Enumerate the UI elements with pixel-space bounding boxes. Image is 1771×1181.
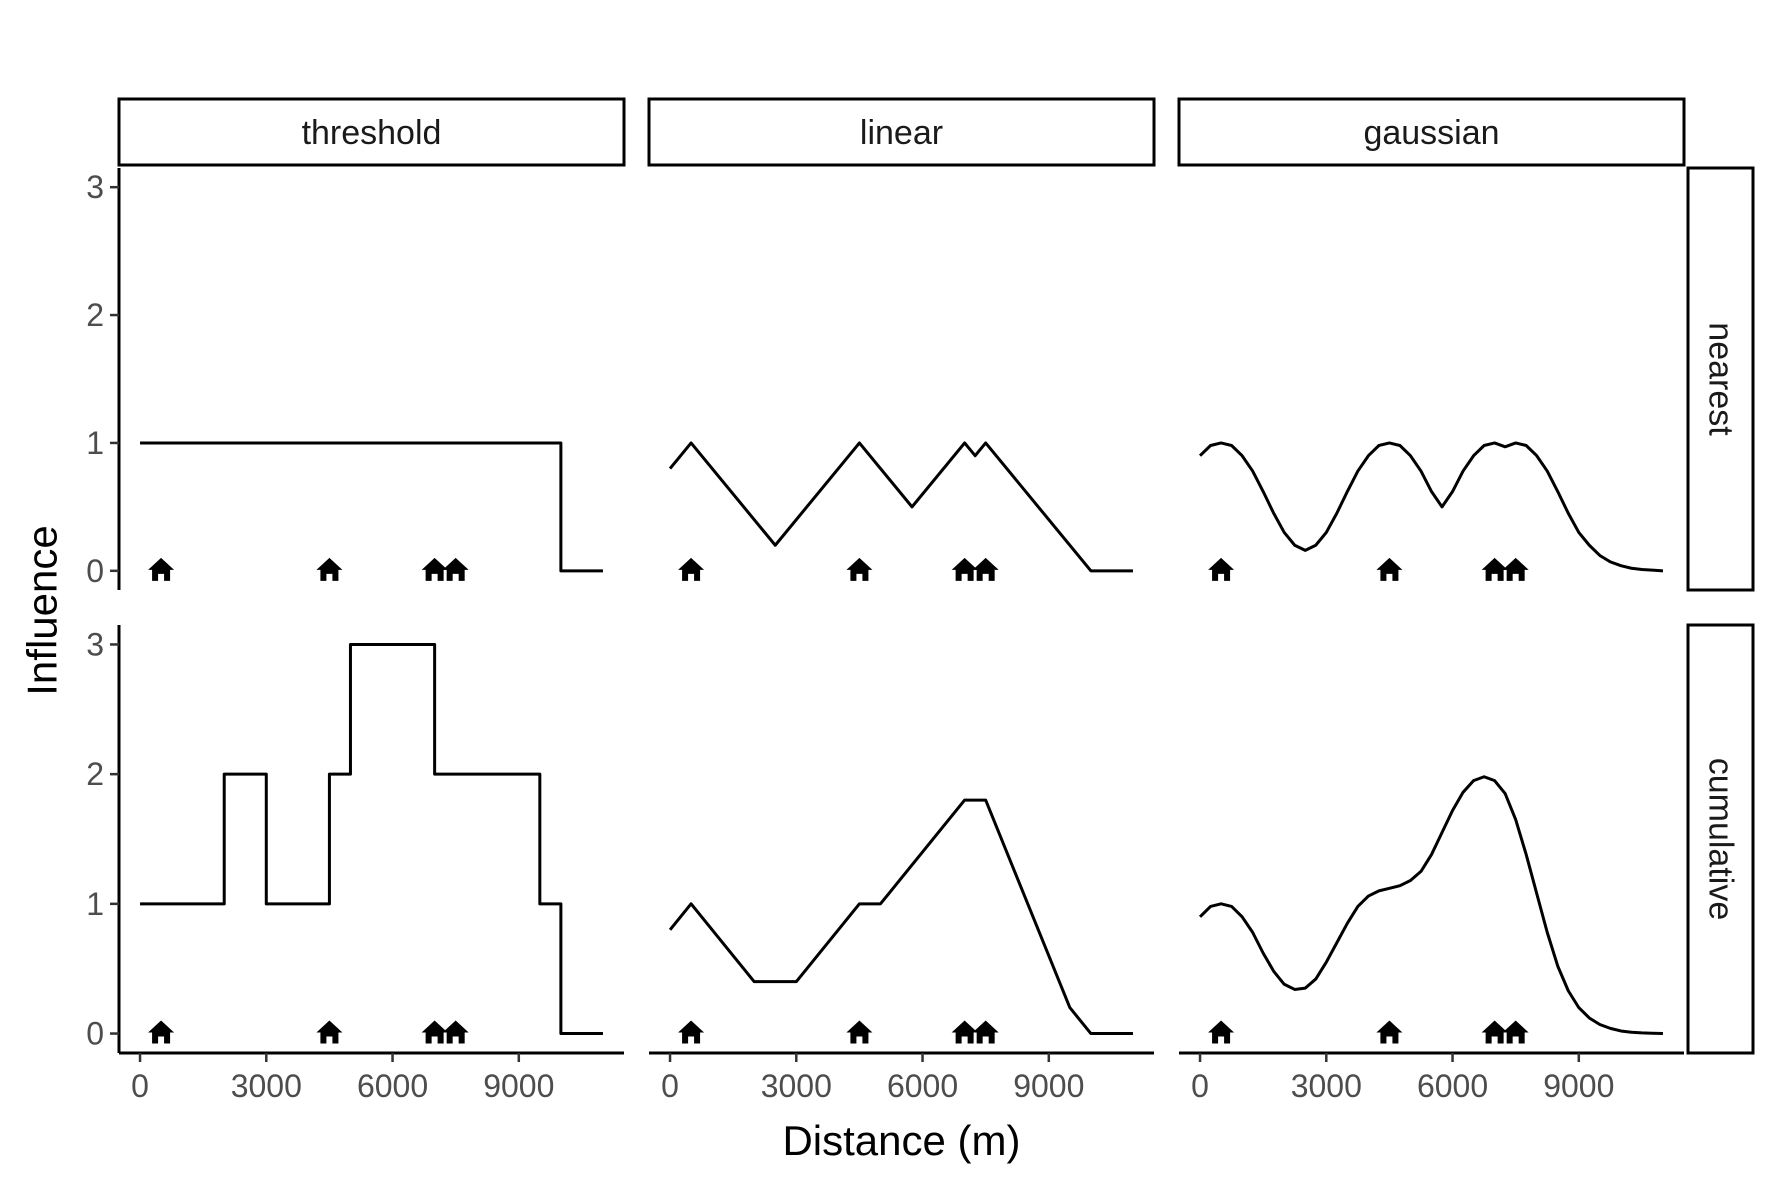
house-icon-shape	[148, 557, 175, 581]
house-icon	[951, 1020, 978, 1044]
house-icon-shape	[316, 557, 343, 581]
x-tick-label: 6000	[1417, 1068, 1488, 1104]
column-strip-label: threshold	[302, 114, 442, 152]
house-icon-shape	[846, 1020, 873, 1044]
x-tick-label: 0	[661, 1068, 679, 1104]
house-icon	[442, 1020, 469, 1044]
column-strip-threshold	[117, 97, 626, 167]
house-icon	[1481, 557, 1508, 581]
house-icon	[678, 557, 705, 581]
house-icon-shape	[678, 1020, 705, 1044]
series-line-linear-cumulative	[668, 798, 1133, 1036]
row-strip-cumulative	[1686, 623, 1755, 1055]
house-icon	[1502, 557, 1529, 581]
house-icon-shape	[442, 1020, 469, 1044]
house-icon	[846, 557, 873, 581]
house-icon	[678, 1020, 705, 1044]
y-tick-label: 1	[86, 886, 104, 922]
house-icon	[1376, 557, 1403, 581]
house-icon-shape	[1481, 557, 1508, 581]
house-icon-shape	[421, 1020, 448, 1044]
house-icon	[316, 557, 343, 581]
house-icon	[442, 557, 469, 581]
house-icon-shape	[442, 557, 469, 581]
series-line-gaussian-nearest	[1198, 441, 1664, 573]
series-line-gaussian-cumulative	[1198, 775, 1663, 1036]
house-icon	[148, 557, 175, 581]
series-line-threshold-nearest	[140, 441, 603, 573]
house-icon-shape	[1502, 557, 1529, 581]
house-icon-shape	[951, 557, 978, 581]
series-line-linear-nearest	[668, 441, 1133, 573]
series-line-threshold-cumulative	[140, 642, 603, 1036]
house-icon	[148, 1020, 175, 1044]
y-tick-label: 0	[86, 553, 104, 589]
y-tick-label: 3	[86, 626, 104, 662]
house-icon	[1502, 1020, 1529, 1044]
house-icon	[1376, 1020, 1403, 1044]
column-strip-linear	[647, 97, 1156, 167]
house-icon	[846, 1020, 873, 1044]
house-icon-shape	[1208, 1020, 1235, 1044]
house-icon	[1481, 1020, 1508, 1044]
house-icon-shape	[1502, 1020, 1529, 1044]
plot-layer: threshold linear gaussian nearest cumulative…	[86, 97, 1755, 1104]
y-tick-label: 0	[86, 1016, 104, 1052]
house-icon-shape	[421, 557, 448, 581]
house-icon-shape	[1376, 557, 1403, 581]
row-strip-nearest	[1686, 166, 1755, 592]
house-icon-shape	[148, 1020, 175, 1044]
house-icon-shape	[972, 557, 999, 581]
house-icon	[951, 557, 978, 581]
x-tick-label: 0	[1191, 1068, 1209, 1104]
house-icon-shape	[1376, 1020, 1403, 1044]
house-icon-shape	[1481, 1020, 1508, 1044]
x-tick-label: 3000	[1291, 1068, 1362, 1104]
column-strip-label: gaussian	[1363, 114, 1499, 152]
house-icon-shape	[846, 557, 873, 581]
house-icon-shape	[678, 557, 705, 581]
y-tick-label: 3	[86, 169, 104, 205]
house-icon-shape	[951, 1020, 978, 1044]
column-strip-gaussian	[1177, 97, 1686, 167]
row-strip-label: cumulative	[1702, 758, 1740, 921]
house-icon	[972, 1020, 999, 1044]
x-tick-label: 0	[131, 1068, 149, 1104]
house-icon	[421, 557, 448, 581]
y-axis-title: Influence	[19, 525, 66, 695]
y-tick-label: 2	[86, 756, 104, 792]
x-tick-label: 9000	[1013, 1068, 1084, 1104]
x-tick-label: 6000	[887, 1068, 958, 1104]
y-tick-label: 2	[86, 297, 104, 333]
house-icon	[421, 1020, 448, 1044]
x-tick-label: 3000	[761, 1068, 832, 1104]
x-tick-label: 9000	[483, 1068, 554, 1104]
house-icon-shape	[316, 1020, 343, 1044]
house-icon	[972, 557, 999, 581]
column-strip-label: linear	[860, 114, 943, 152]
house-icon	[1208, 1020, 1235, 1044]
x-axis-title: Distance (m)	[782, 1117, 1020, 1164]
house-icon-shape	[972, 1020, 999, 1044]
house-icon	[316, 1020, 343, 1044]
x-tick-label: 9000	[1543, 1068, 1614, 1104]
house-icon-shape	[1208, 557, 1235, 581]
x-tick-label: 6000	[357, 1068, 428, 1104]
x-tick-label: 3000	[231, 1068, 302, 1104]
row-strip-label: nearest	[1702, 322, 1740, 436]
y-tick-label: 1	[86, 425, 104, 461]
house-icon	[1208, 557, 1235, 581]
